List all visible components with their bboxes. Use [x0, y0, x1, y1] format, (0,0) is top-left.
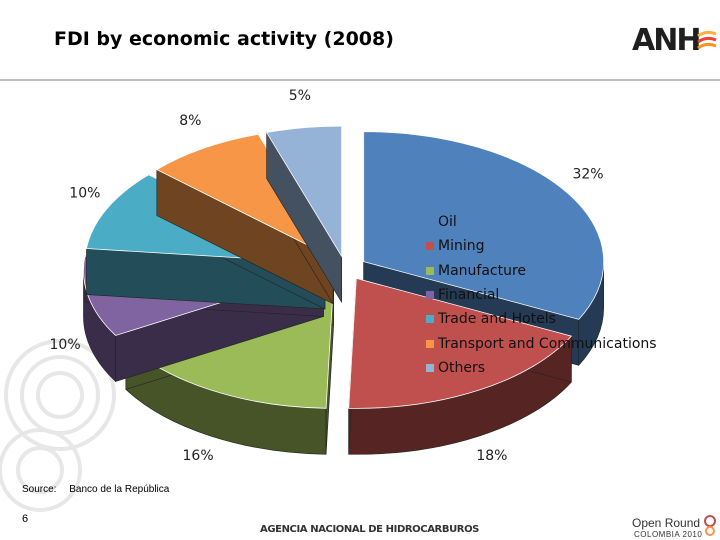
slice-top [155, 133, 335, 259]
legend-item: Oil [426, 210, 657, 234]
pie-slice [348, 277, 573, 455]
legend-swatch [426, 339, 434, 348]
data-label: 10% [69, 185, 100, 201]
open-round-subtitle: COLOMBIA 2010 [634, 530, 703, 539]
legend-item: Mining [426, 234, 657, 258]
slice-top [363, 131, 605, 320]
legend-item: Transport and Communications [426, 331, 657, 355]
decorative-spiral [0, 339, 116, 512]
legend-swatch [426, 363, 434, 372]
legend-label: Others [438, 359, 486, 376]
legend-label: Trade and Hotels [438, 311, 556, 328]
legend-label: Transport and Communications [438, 335, 657, 352]
legend-swatch [426, 315, 434, 324]
legend-label: Manufacture [438, 262, 527, 279]
data-label: 16% [183, 448, 214, 464]
legend-label: Mining [438, 238, 485, 255]
data-label: 32% [572, 166, 603, 182]
legend-item: Others [426, 356, 657, 380]
open-round-logo: Open Round COLOMBIA 2010 [632, 514, 718, 540]
source-label: Source: [22, 484, 57, 495]
agency-name: AGENCIA NACIONAL DE HIDROCARBUROS [260, 524, 479, 535]
page-title: FDI by economic activity (2008) [54, 28, 394, 50]
page-number: 6 [22, 513, 29, 525]
legend-label: Oil [438, 214, 457, 231]
legend-item: Trade and Hotels [426, 307, 657, 331]
legend-item: Financial [426, 283, 657, 307]
legend-item: Manufacture [426, 259, 657, 283]
legend-swatch [426, 218, 434, 227]
anh-logo: ANH [632, 24, 718, 58]
legend-label: Financial [438, 287, 500, 304]
data-label: 8% [179, 113, 201, 129]
header-divider [0, 79, 720, 81]
legend-swatch [426, 266, 434, 275]
data-label: 5% [289, 88, 311, 104]
data-label: 18% [476, 448, 507, 464]
swirl-icon [704, 515, 716, 536]
anh-flame-icon [697, 30, 717, 50]
source-value: Banco de la República [69, 484, 170, 495]
source-note: Source: Banco de la República [22, 484, 169, 495]
chart-legend: Oil Mining Manufacture Financial Trade and H… [426, 210, 657, 380]
slice-top [265, 125, 342, 258]
pie-slice [265, 125, 342, 304]
legend-swatch [426, 291, 434, 300]
slice-top [348, 277, 573, 409]
anh-logo-text: ANH [632, 23, 701, 58]
data-label: 10% [50, 337, 81, 353]
legend-swatch [426, 242, 434, 251]
open-round-title: Open Round [632, 516, 701, 530]
